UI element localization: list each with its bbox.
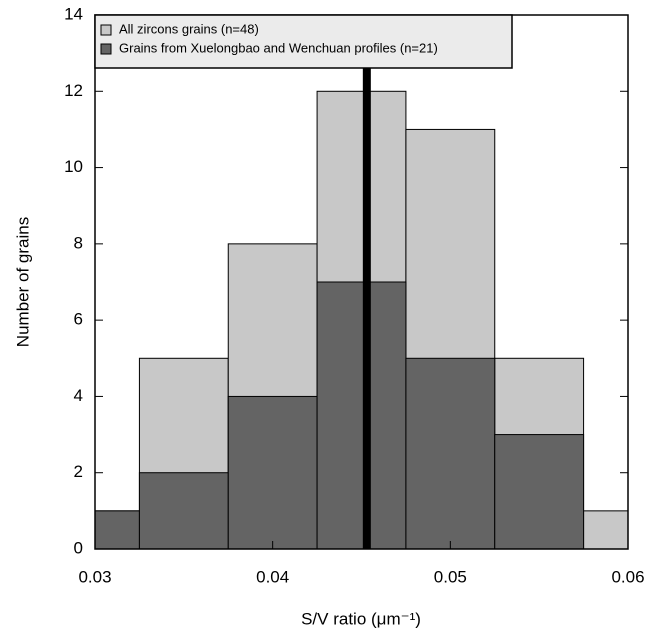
legend-swatch — [100, 24, 112, 36]
legend-label: Grains from Xuelongbao and Wenchuan prof… — [119, 40, 438, 55]
y-tick-label: 0 — [74, 538, 83, 557]
y-tick-label: 12 — [64, 81, 83, 100]
bar — [138, 472, 229, 549]
y-tick-label: 4 — [74, 386, 83, 405]
y-axis-label: Number of grains — [13, 217, 32, 347]
legend-swatch — [100, 43, 112, 55]
legend-label: All zircons grains (n=48) — [119, 21, 259, 36]
bar — [494, 434, 585, 549]
y-tick-label: 2 — [74, 462, 83, 481]
x-axis-label: S/V ratio (μm⁻¹) — [301, 609, 421, 628]
legend-box — [94, 14, 513, 69]
y-tick-label: 10 — [64, 157, 83, 176]
x-tick-label: 0.04 — [256, 567, 289, 586]
bar — [405, 357, 496, 549]
y-tick-label: 6 — [74, 310, 83, 329]
y-tick-label: 14 — [64, 4, 83, 23]
x-tick-label: 0.05 — [434, 567, 467, 586]
bar — [227, 395, 318, 549]
bar — [316, 281, 407, 549]
x-tick-label: 0.03 — [78, 567, 111, 586]
bar — [583, 510, 628, 549]
x-tick-label: 0.06 — [611, 567, 644, 586]
y-tick-label: 8 — [74, 233, 83, 252]
